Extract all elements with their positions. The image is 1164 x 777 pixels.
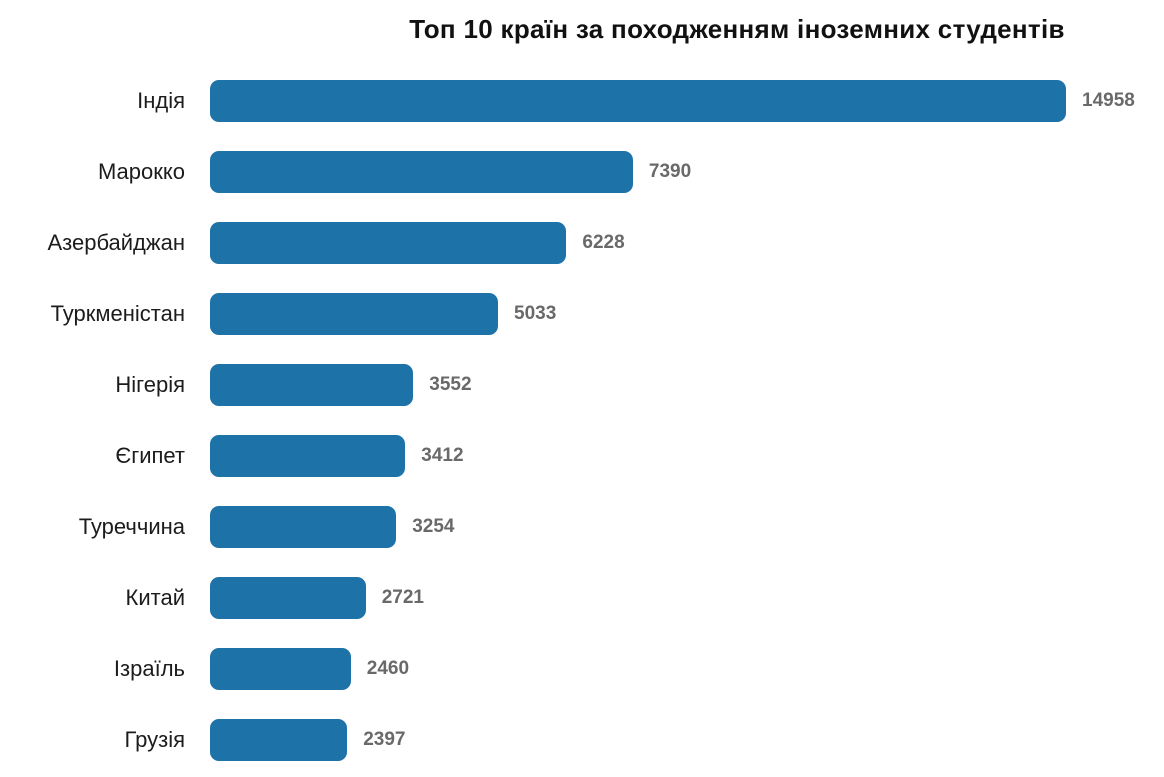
bar-track: 14958 [210, 65, 1164, 136]
category-label: Грузія [124, 726, 185, 752]
bar-row: Нігерія 3552 [0, 349, 1164, 420]
chart-title: Топ 10 країн за походженням іноземних ст… [409, 14, 1065, 44]
bar-track: 2397 [210, 704, 1164, 775]
bar-row: Індія 14958 [0, 65, 1164, 136]
bar[interactable] [210, 576, 366, 619]
value-label: 2460 [366, 657, 410, 679]
value-label: 3412 [421, 444, 464, 466]
bar-track: 5033 [210, 278, 1164, 349]
category-label: Туркменістан [50, 300, 185, 326]
category-label: Туреччина [78, 513, 185, 539]
bar[interactable] [210, 647, 351, 690]
value-label: 3254 [412, 515, 455, 537]
category-label: Єгипет [115, 442, 185, 468]
bar-row: Єгипет 3412 [0, 420, 1164, 491]
bar-chart: Топ 10 країн за походженням іноземних ст… [0, 14, 1164, 777]
bar-row: Грузія 2397 [0, 704, 1164, 775]
bar-track: 7390 [210, 136, 1164, 207]
bar-track: 3254 [210, 491, 1164, 562]
bar-row: Марокко 7390 [0, 136, 1164, 207]
bar-row: Китай 2721 [0, 562, 1164, 633]
bar-row: Туреччина 3254 [0, 491, 1164, 562]
category-label: Ізраїль [113, 655, 185, 681]
bar-track: 3412 [210, 420, 1164, 491]
bar[interactable] [210, 505, 397, 548]
category-label: Китай [125, 584, 185, 610]
chart-rows: Індія 14958 Марокко 7390 Азербайджан 6228 Турк… [0, 65, 1164, 775]
bar-row: Ізраїль 2460 [0, 633, 1164, 704]
value-label: 2397 [363, 728, 406, 750]
bar[interactable] [210, 292, 498, 335]
bar-track: 2460 [210, 633, 1164, 704]
bar[interactable] [210, 434, 406, 477]
value-label: 7390 [648, 160, 692, 182]
value-label: 14958 [1082, 89, 1135, 111]
category-label: Нігерія [115, 371, 185, 397]
value-label: 6228 [582, 231, 625, 253]
bar[interactable] [210, 363, 414, 406]
bar[interactable] [210, 79, 1066, 122]
bar[interactable] [210, 718, 348, 761]
bar-track: 6228 [210, 207, 1164, 278]
bar[interactable] [210, 150, 633, 193]
value-label: 5033 [514, 302, 557, 324]
category-label: Азербайджан [47, 229, 185, 255]
category-label: Індія [137, 87, 185, 113]
bar-row: Азербайджан 6228 [0, 207, 1164, 278]
value-label: 2721 [381, 586, 424, 608]
bar-row: Туркменістан 5033 [0, 278, 1164, 349]
category-label: Марокко [97, 158, 185, 184]
value-label: 3552 [429, 373, 472, 395]
bar[interactable] [210, 221, 567, 264]
bar-track: 2721 [210, 562, 1164, 633]
bar-track: 3552 [210, 349, 1164, 420]
